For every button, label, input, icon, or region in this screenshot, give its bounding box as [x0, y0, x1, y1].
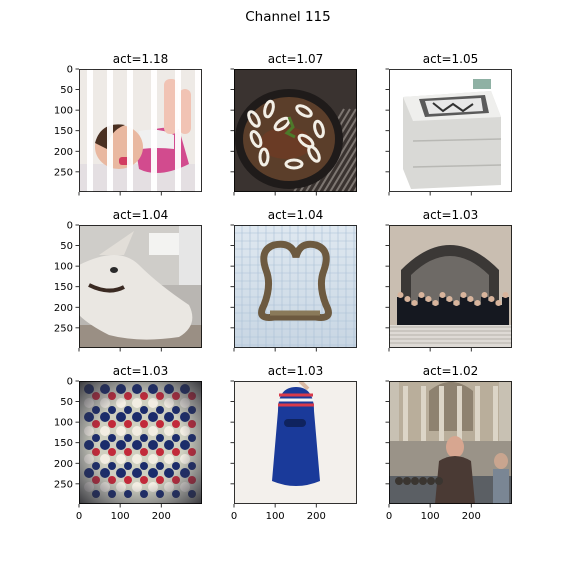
- panel-image-blue-balaclava: [234, 381, 357, 504]
- panel-image-white-dog: [79, 225, 202, 348]
- x-tick-label: 100: [111, 511, 130, 522]
- panel-title: act=1.04: [113, 208, 168, 222]
- panel-9: act=1.02 0 100 200: [385, 364, 512, 522]
- panel-frame: [79, 225, 202, 348]
- y-tick-label: 150: [54, 282, 73, 293]
- panel-frame: [389, 69, 512, 192]
- panel-title: act=1.18: [113, 52, 168, 66]
- x-tick-label: 0: [231, 511, 237, 522]
- y-tick-label: 250: [54, 479, 73, 490]
- y-tick-label: 150: [54, 126, 73, 137]
- y-tick-label: 0: [67, 221, 73, 232]
- panel-8: act=1.03 0 100 200: [230, 364, 357, 522]
- panel-title: act=1.04: [268, 208, 323, 222]
- panel-frame: [79, 69, 202, 192]
- panel-image-woman-at-fountain: [389, 381, 512, 504]
- figure-title: Channel 115: [245, 9, 331, 25]
- x-tick-label: 100: [421, 511, 440, 522]
- y-tick-label: 200: [54, 303, 73, 314]
- y-tick-label: 0: [67, 65, 73, 76]
- x-tick-label: 200: [462, 511, 481, 522]
- y-tick-label: 100: [54, 106, 73, 117]
- panel-title: act=1.03: [268, 364, 323, 378]
- y-tick-label: 0: [67, 377, 73, 388]
- panel-3: act=1.05: [385, 52, 512, 196]
- panel-frame: [234, 225, 357, 348]
- panel-frame: [79, 381, 202, 504]
- y-tick-label: 200: [54, 147, 73, 158]
- y-tick-label: 100: [54, 418, 73, 429]
- x-tick-label: 0: [386, 511, 392, 522]
- panel-image-graduates-at-building-entrance: [389, 225, 512, 348]
- panel-title: act=1.03: [113, 364, 168, 378]
- x-tick-label: 200: [152, 511, 171, 522]
- y-tick-label: 250: [54, 167, 73, 178]
- panel-frame: [234, 69, 357, 192]
- y-tick-label: 200: [54, 459, 73, 470]
- panel-title: act=1.03: [423, 208, 478, 222]
- y-tick-label: 50: [60, 241, 73, 252]
- panel-image-laser-printer: [389, 69, 512, 192]
- panel-title: act=1.05: [423, 52, 478, 66]
- y-tick-label: 150: [54, 438, 73, 449]
- panel-6: act=1.03: [385, 208, 512, 352]
- panel-5: act=1.04: [230, 208, 357, 352]
- panel-image-horseshoe-shaped-metal-object: [234, 225, 357, 348]
- panel-frame: [234, 381, 357, 504]
- y-tick-label: 100: [54, 262, 73, 273]
- panel-image-steak-and-onions-in-pan: [234, 69, 357, 192]
- panel-2: act=1.07: [230, 52, 357, 196]
- panel-4: act=1.04 0 50 100 150 200 250: [54, 208, 202, 352]
- panel-title: act=1.02: [423, 364, 478, 378]
- y-tick-label: 50: [60, 397, 73, 408]
- x-tick-label: 200: [307, 511, 326, 522]
- x-tick-label: 0: [76, 511, 82, 522]
- y-tick-label: 50: [60, 85, 73, 96]
- panel-7: act=1.03 0 50 100 150 200 250 0 100 200: [54, 364, 202, 522]
- panel-title: act=1.07: [268, 52, 323, 66]
- x-tick-label: 100: [266, 511, 285, 522]
- panel-image-rows-of-colored-items: [79, 381, 202, 504]
- panel-1: act=1.18 0 50 100 150 200 250: [54, 52, 202, 196]
- y-tick-label: 250: [54, 323, 73, 334]
- panel-frame: [389, 225, 512, 348]
- panel-frame: [389, 381, 512, 504]
- panel-image-baby-in-crib: [79, 69, 202, 192]
